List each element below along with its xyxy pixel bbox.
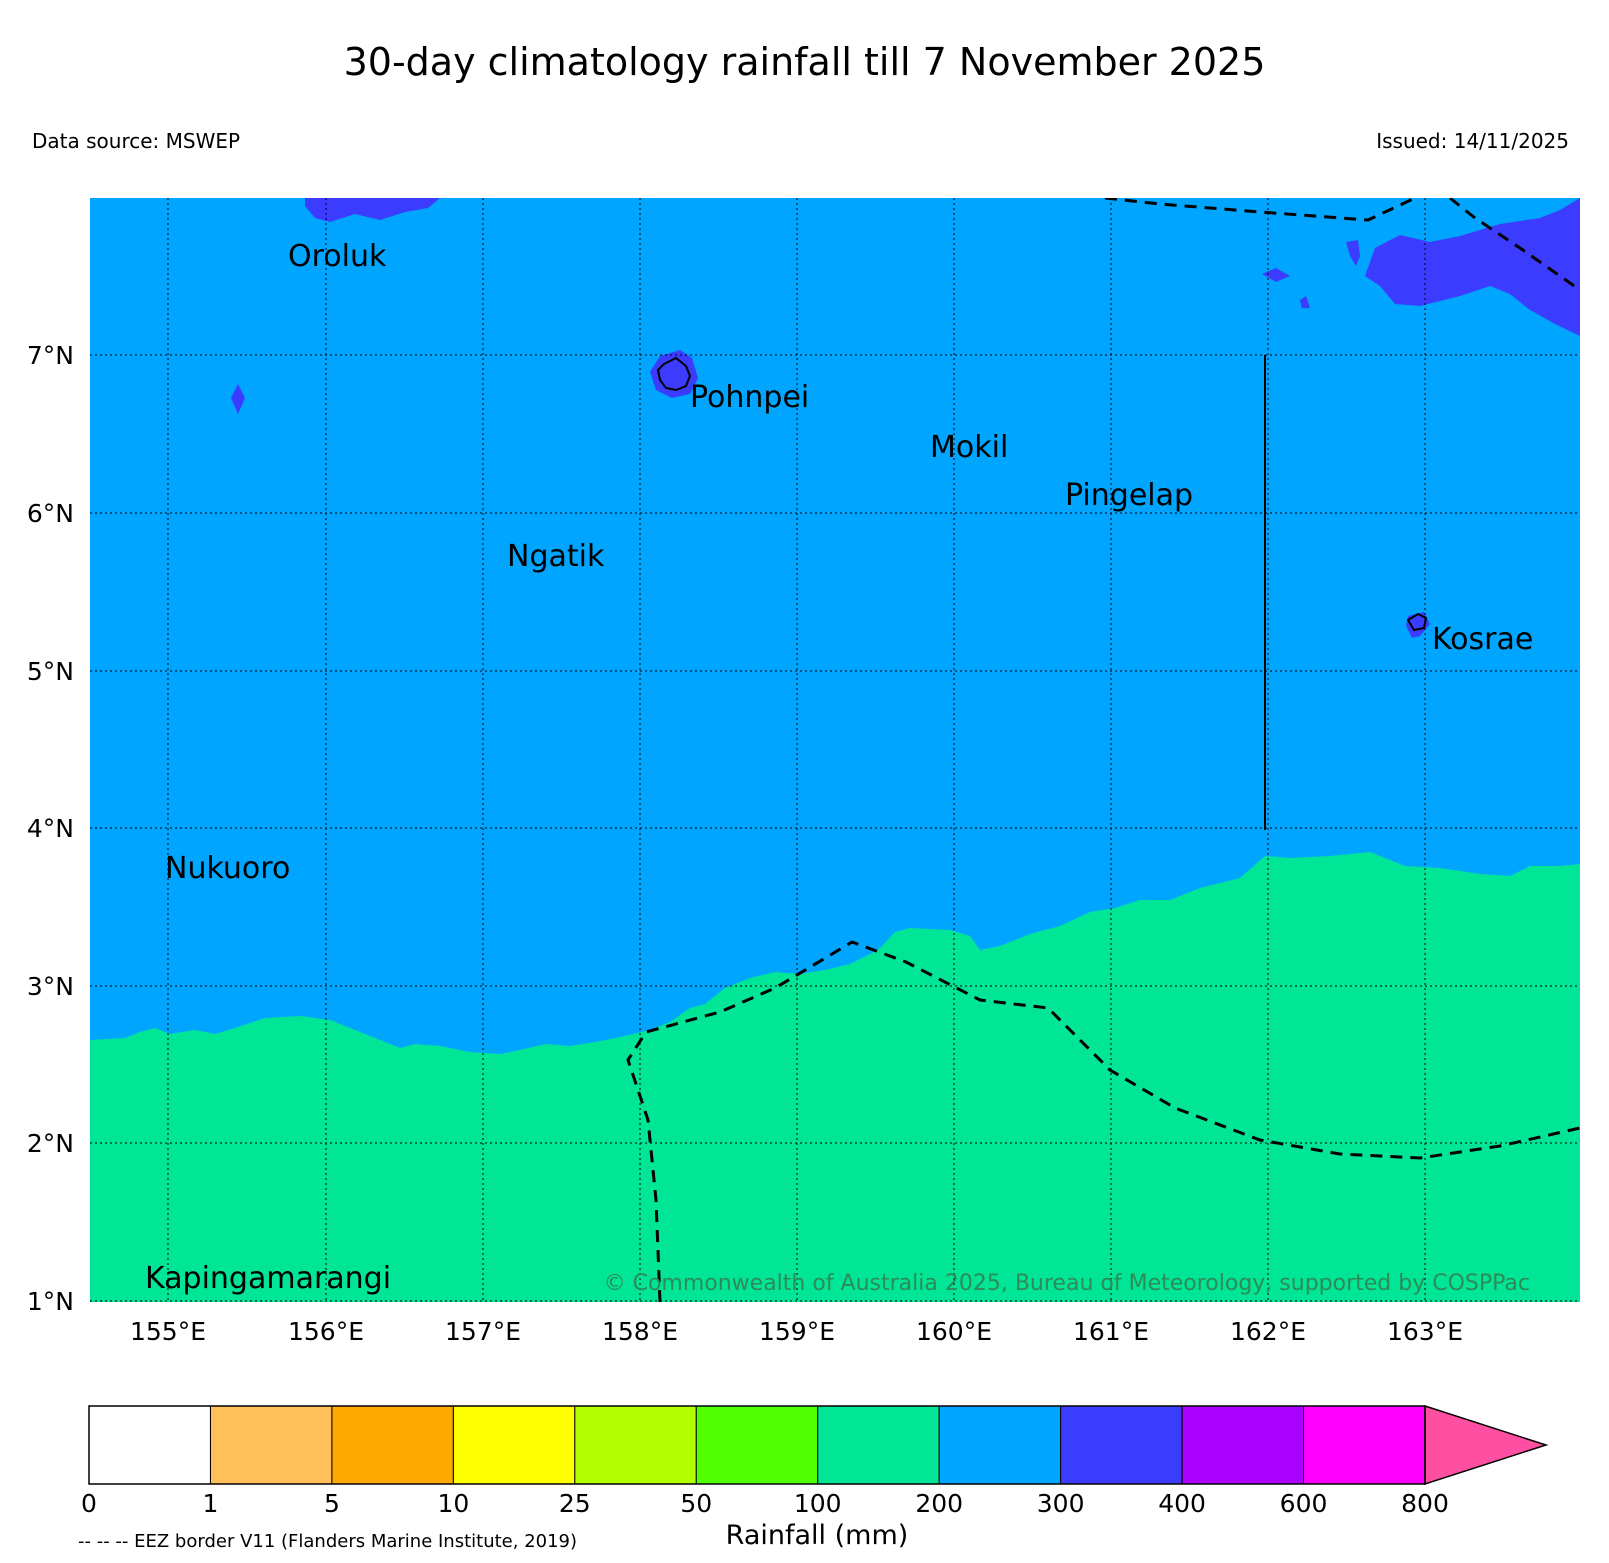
colorbar-cell-400-600 [1181,1405,1305,1485]
colorbar-tick-label: 5 [324,1489,340,1518]
colorbar-cell-300-400 [1060,1405,1183,1485]
colorbar-cell-600-800 [1303,1405,1426,1485]
colorbar-tick-label: 600 [1280,1489,1328,1518]
colorbar-tick-label: 200 [915,1489,963,1518]
kosrae-island-outline [1406,612,1428,632]
place-label-kosrae: Kosrae [1432,622,1533,657]
lon-label: 159°E [759,1317,835,1346]
lat-label: 4°N [27,814,74,843]
lat-label: 2°N [27,1129,74,1158]
colorbar-tick-label: 50 [680,1489,712,1518]
colorbar: 0 1 5 10 25 50 100 200 300 400 600 800 Rainfall (mm… [81,1404,1549,1551]
data-source-label: Data source: MSWEP [32,129,241,153]
rain-zone-300-400-northeast-a [1346,240,1360,266]
colorbar-tick-label: 300 [1037,1489,1085,1518]
lon-label: 161°E [1073,1317,1149,1346]
latitude-labels: 7°N 6°N 5°N 4°N 3°N 2°N 1°N [27,341,74,1316]
lon-label: 158°E [602,1317,678,1346]
lat-label: 7°N [27,341,74,370]
colorbar-tick-label: 1 [203,1489,219,1518]
colorbar-cells [88,1405,1426,1485]
lon-label: 156°E [288,1317,364,1346]
place-label-pingelap: Pingelap [1065,478,1193,513]
eez-legend-note: -- -- -- EEZ border V11 (Flanders Marine… [78,1531,577,1552]
colorbar-tick-label: 25 [559,1489,591,1518]
lon-label: 160°E [916,1317,992,1346]
pohnpei-island-outline [656,356,692,392]
place-label-kapingamarangi: Kapingamarangi [145,1261,391,1296]
place-label-oroluk: Oroluk [288,239,387,274]
graticule [90,198,1580,1302]
rain-zone-300-400-northeast-b [1262,268,1290,282]
colorbar-extend-arrow [1424,1404,1549,1486]
longitude-labels: 155°E 156°E 157°E 158°E 159°E 160°E 161°… [130,1317,1463,1346]
rain-zone-100-200 [90,852,1580,1302]
lon-label: 163°E [1387,1317,1463,1346]
colorbar-cell-25-50 [574,1405,697,1485]
place-label-mokil: Mokil [930,430,1008,465]
colorbar-tick-labels: 0 1 5 10 25 50 100 200 300 400 600 800 [81,1489,1449,1518]
rain-zone-300-400-north [305,198,440,222]
colorbar-tick-label: 800 [1401,1489,1449,1518]
lat-label: 5°N [27,657,74,686]
colorbar-cell-50-100 [695,1405,819,1485]
colorbar-tick-label: 400 [1158,1489,1206,1518]
eez-borders [626,198,1580,1302]
rain-zone-300-400-northeast-c [1300,296,1310,308]
lon-label: 155°E [130,1317,206,1346]
place-label-ngatik: Ngatik [507,539,605,574]
colorbar-frame [88,1405,1426,1485]
colorbar-cell-100-200 [817,1405,940,1485]
copyright-notice: © Commonwealth of Australia 2025, Bureau… [604,1271,1530,1296]
colorbar-cell-5-10 [331,1405,454,1485]
colorbar-tick-label: 10 [437,1489,469,1518]
colorbar-cell-10-25 [452,1405,576,1485]
colorbar-title: Rainfall (mm) [726,1520,909,1551]
lat-label: 6°N [27,499,74,528]
colorbar-cell-200-300 [938,1405,1062,1485]
colorbar-tick-label: 100 [794,1489,842,1518]
rain-zone-300-400-northeast [1365,198,1580,336]
issued-date-label: Issued: 14/11/2025 [1376,129,1569,153]
map-area: Oroluk Pohnpei Mokil Pingelap Ngatik Kos… [90,198,1580,1302]
colorbar-cell-0-1 [88,1405,211,1485]
place-label-pohnpei: Pohnpei [690,380,809,415]
lat-label: 1°N [27,1287,74,1316]
lon-label: 162°E [1230,1317,1306,1346]
rain-zone-300-400-west [231,384,245,414]
colorbar-cell-1-5 [209,1405,333,1485]
lat-label: 3°N [27,972,74,1001]
colorbar-tick-label: 0 [81,1489,97,1518]
map-title: 30-day climatology rainfall till 7 Novem… [343,40,1266,84]
lon-label: 157°E [445,1317,521,1346]
place-label-nukuoro: Nukuoro [165,851,290,886]
